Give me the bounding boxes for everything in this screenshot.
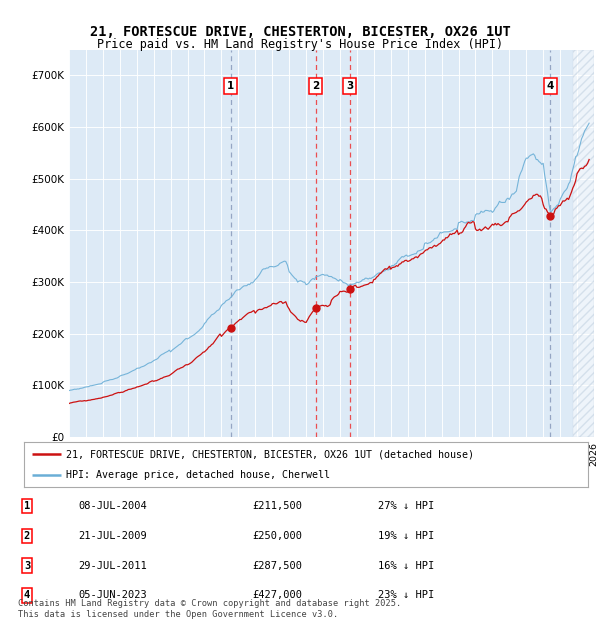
- Text: £211,500: £211,500: [252, 501, 302, 511]
- Text: £250,000: £250,000: [252, 531, 302, 541]
- Text: 4: 4: [547, 81, 554, 91]
- Text: 23% ↓ HPI: 23% ↓ HPI: [378, 590, 434, 600]
- Text: 19% ↓ HPI: 19% ↓ HPI: [378, 531, 434, 541]
- Text: 1: 1: [24, 501, 30, 511]
- Text: Price paid vs. HM Land Registry's House Price Index (HPI): Price paid vs. HM Land Registry's House …: [97, 38, 503, 51]
- Text: 21-JUL-2009: 21-JUL-2009: [78, 531, 147, 541]
- Text: 2: 2: [24, 531, 30, 541]
- Text: 16% ↓ HPI: 16% ↓ HPI: [378, 560, 434, 570]
- Text: 3: 3: [24, 560, 30, 570]
- Text: 21, FORTESCUE DRIVE, CHESTERTON, BICESTER, OX26 1UT (detached house): 21, FORTESCUE DRIVE, CHESTERTON, BICESTE…: [66, 449, 475, 459]
- Text: 4: 4: [24, 590, 30, 600]
- Text: Contains HM Land Registry data © Crown copyright and database right 2025.
This d: Contains HM Land Registry data © Crown c…: [18, 600, 401, 619]
- Text: 27% ↓ HPI: 27% ↓ HPI: [378, 501, 434, 511]
- Text: 3: 3: [346, 81, 353, 91]
- Text: 29-JUL-2011: 29-JUL-2011: [78, 560, 147, 570]
- Text: 05-JUN-2023: 05-JUN-2023: [78, 590, 147, 600]
- Text: 1: 1: [227, 81, 234, 91]
- Text: £287,500: £287,500: [252, 560, 302, 570]
- Text: HPI: Average price, detached house, Cherwell: HPI: Average price, detached house, Cher…: [66, 469, 331, 480]
- Text: 21, FORTESCUE DRIVE, CHESTERTON, BICESTER, OX26 1UT: 21, FORTESCUE DRIVE, CHESTERTON, BICESTE…: [89, 25, 511, 39]
- Text: 08-JUL-2004: 08-JUL-2004: [78, 501, 147, 511]
- Text: 2: 2: [312, 81, 319, 91]
- Text: £427,000: £427,000: [252, 590, 302, 600]
